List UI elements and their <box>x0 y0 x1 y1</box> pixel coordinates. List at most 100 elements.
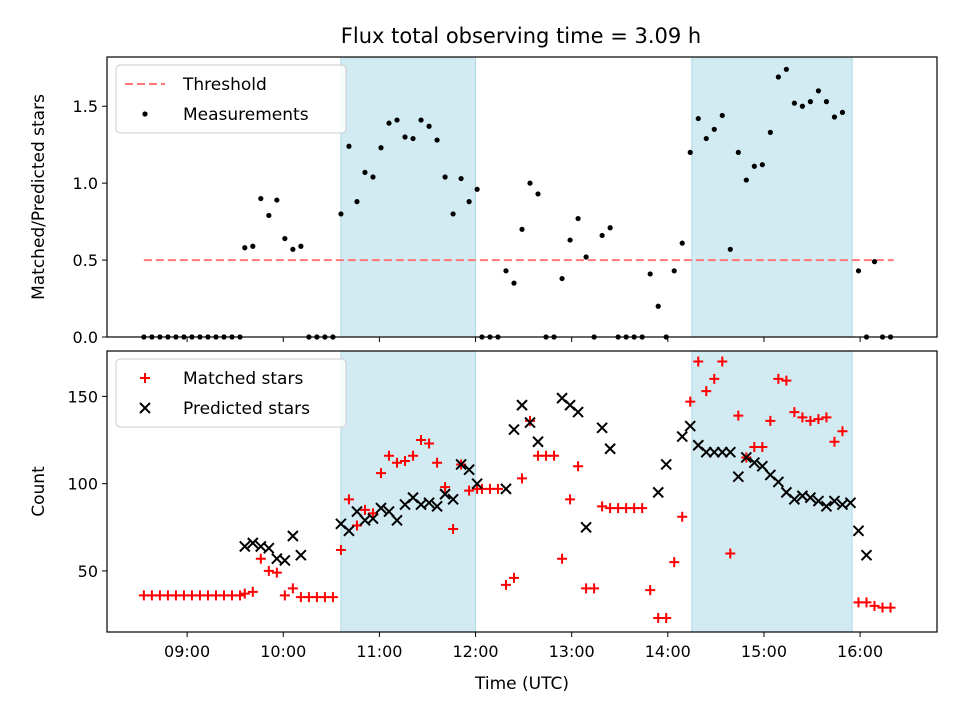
measurement-point <box>807 99 814 105</box>
measurement-point <box>607 225 613 231</box>
matched-star-point <box>392 457 403 468</box>
y-tick-label: 0.0 <box>73 328 98 347</box>
y-tick-label: 0.5 <box>73 251 98 270</box>
measurement-point <box>711 126 717 132</box>
count-panel: 50 100 150 09:00 10:00 11:00 12:00 13:00 14:00 15… <box>29 350 938 694</box>
plot-frame <box>106 56 938 338</box>
measurement-point <box>402 134 408 140</box>
matched-star-point <box>500 579 511 590</box>
measurement-point <box>647 271 653 277</box>
observing-span <box>691 56 853 338</box>
x-tick-label: 13:00 <box>549 642 595 661</box>
measurement-point <box>703 135 709 142</box>
matched-star-point <box>517 473 527 484</box>
matched-star-point <box>645 585 656 596</box>
legend-predicted-label: Predicted stars <box>183 399 310 419</box>
predicted-star-point <box>516 399 528 411</box>
y-tick-label: 1.0 <box>73 174 98 193</box>
matched-star-point <box>773 373 784 384</box>
legend-measurement-swatch <box>142 111 148 117</box>
matched-star-point <box>440 482 451 493</box>
measurement-point <box>671 268 677 274</box>
measurement-point <box>687 149 693 155</box>
legend-box <box>115 64 347 134</box>
matched-star-point <box>271 567 282 578</box>
matched-star-point <box>287 583 298 594</box>
matched-star-point <box>565 494 576 505</box>
predicted-star-point <box>820 500 833 513</box>
matched-star-point <box>805 415 816 426</box>
predicted-star-point <box>532 436 544 448</box>
predicted-star-point <box>367 512 379 525</box>
predicted-star-point <box>860 549 873 561</box>
predicted-star-point <box>423 497 435 509</box>
predicted-star-point <box>279 554 291 567</box>
y-axis-label: Matched/Predicted stars <box>29 94 49 300</box>
predicted-star-point <box>804 491 817 504</box>
measurement-point <box>258 195 264 202</box>
matched-star-point <box>448 524 459 535</box>
x-tick-label: 11:00 <box>356 642 402 661</box>
predicted-star-point <box>812 495 825 507</box>
matched-star-point <box>416 435 427 446</box>
matched-star-point <box>789 407 800 418</box>
predicted-star-point <box>500 483 512 495</box>
observing-span <box>340 350 477 633</box>
measurement-point <box>511 280 517 286</box>
predicted-star-point <box>740 451 753 464</box>
legend-matched-label: Matched stars <box>183 369 303 389</box>
matched-star-point <box>829 436 840 447</box>
predicted-star-point <box>580 521 592 533</box>
matched-star-point <box>549 450 560 461</box>
measurement-point <box>535 191 541 197</box>
matched-star-point <box>279 590 290 601</box>
matched-star-point <box>359 504 370 515</box>
predicted-star-point <box>844 497 857 509</box>
matched-star-point <box>573 461 584 472</box>
matched-star-point <box>669 557 680 568</box>
matched-star-point <box>408 450 419 461</box>
matched-star-point <box>432 457 443 468</box>
y-axis-label: Count <box>29 466 49 517</box>
matched-star-point <box>765 415 776 426</box>
x-tick-label: 16:00 <box>837 642 883 661</box>
predicted-star-point <box>788 493 801 506</box>
measurement-point <box>759 162 765 168</box>
measurement-point <box>855 268 862 274</box>
measurement-point <box>743 177 749 183</box>
x-tick-label: 09:00 <box>164 642 210 661</box>
matched-star-point <box>589 583 600 594</box>
measurement-point <box>442 174 448 180</box>
predicted-star-point <box>447 493 459 506</box>
x-tick-label: 15:00 <box>741 642 787 661</box>
matched-star-point <box>424 438 435 449</box>
matched-star-point <box>263 565 274 576</box>
predicted-star-point <box>652 486 664 499</box>
measurement-point <box>583 254 589 260</box>
measurement-point <box>458 175 464 182</box>
measurement-point <box>426 123 432 129</box>
measurement-point <box>394 117 400 123</box>
predicted-star-point <box>596 422 608 434</box>
measurement-point <box>727 246 733 252</box>
predicted-star-point <box>748 456 761 469</box>
measurement-point <box>410 135 416 142</box>
matched-star-point <box>709 373 720 384</box>
matched-star-point <box>637 503 648 514</box>
matched-star-point <box>717 356 728 367</box>
measurement-point <box>871 259 878 265</box>
matched-star-point <box>375 468 386 479</box>
matched-star-point <box>701 386 712 397</box>
measurement-point <box>719 112 725 119</box>
matched-star-point <box>557 553 568 564</box>
observing-span <box>691 350 853 633</box>
measurement-point <box>567 237 573 243</box>
predicted-star-point <box>239 540 251 553</box>
matched-star-point <box>234 590 245 601</box>
x-tick-label: 14:00 <box>645 642 691 661</box>
matched-star-point <box>821 412 832 423</box>
matched-star-point <box>693 356 704 367</box>
predicted-star-point <box>852 525 865 537</box>
measurement-point <box>527 180 533 186</box>
